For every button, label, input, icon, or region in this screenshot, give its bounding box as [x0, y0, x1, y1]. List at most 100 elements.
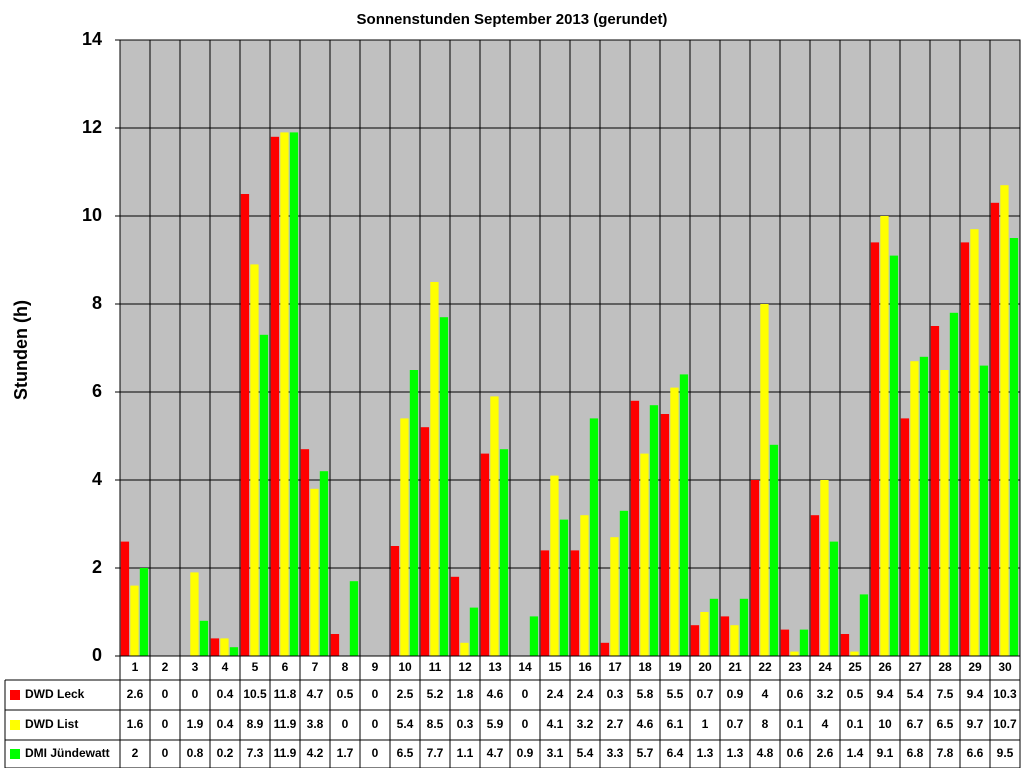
bar [490, 396, 499, 656]
bar [900, 418, 910, 656]
table-value: 0 [522, 717, 529, 731]
table-value: 10.3 [993, 687, 1017, 701]
bar [450, 576, 460, 656]
x-tick-label: 11 [429, 660, 442, 674]
bar [730, 625, 739, 656]
bar [300, 449, 310, 656]
bar [700, 612, 709, 656]
bar [240, 194, 250, 656]
bar [739, 598, 749, 656]
table-value: 11.8 [274, 687, 297, 701]
table-value: 1.9 [187, 717, 204, 731]
x-tick-label: 13 [488, 660, 502, 674]
bar [709, 598, 719, 656]
bar [940, 370, 949, 656]
bar [649, 405, 659, 656]
bar [430, 282, 439, 656]
x-tick-label: 15 [548, 660, 562, 674]
table-value: 5.5 [667, 687, 684, 701]
legend-label: DWD Leck [25, 687, 85, 701]
bar [769, 444, 779, 656]
bar [409, 370, 419, 656]
x-tick-label: 22 [758, 660, 772, 674]
table-value: 7.8 [937, 746, 954, 760]
bar [529, 616, 539, 656]
table-value: 0.4 [217, 687, 234, 701]
legend-swatch [10, 720, 20, 730]
table-value: 5.4 [397, 717, 414, 731]
bar [960, 242, 970, 656]
bar [259, 334, 269, 656]
table-value: 0 [342, 717, 349, 731]
table-value: 0.8 [187, 746, 204, 760]
table-value: 0.2 [217, 746, 234, 760]
bar [540, 550, 550, 656]
x-tick-label: 1 [132, 660, 139, 674]
bar [139, 568, 149, 656]
bar [550, 475, 559, 656]
bar [870, 242, 880, 656]
bar [619, 510, 629, 656]
chart-title: Sonnenstunden September 2013 (gerundet) [357, 11, 668, 28]
table-value: 4 [822, 717, 829, 731]
table-value: 5.7 [637, 746, 654, 760]
table-value: 0 [162, 717, 169, 731]
bar [799, 629, 809, 656]
bar [199, 620, 209, 656]
bar [570, 550, 580, 656]
table-value: 0.5 [337, 687, 354, 701]
bar [840, 634, 850, 656]
table-value: 0.4 [217, 717, 234, 731]
bar [670, 387, 679, 656]
table-value: 10 [878, 717, 892, 731]
bar [820, 480, 829, 656]
table-value: 3.1 [547, 746, 564, 760]
y-tick-label: 8 [92, 293, 102, 313]
table-value: 4.7 [487, 746, 504, 760]
plot-border [119, 39, 1021, 657]
x-tick-label: 6 [282, 660, 289, 674]
y-axis-label: Stunden (h) [11, 300, 31, 400]
x-tick-label: 16 [578, 660, 592, 674]
legend-swatch [10, 749, 20, 759]
table-value: 7.3 [247, 746, 264, 760]
table-value: 0.7 [697, 687, 714, 701]
x-tick-label: 3 [192, 660, 199, 674]
table-value: 1.8 [457, 687, 474, 701]
table-value: 0.3 [457, 717, 474, 731]
table-value: 3.3 [607, 746, 624, 760]
table-value: 6.7 [907, 717, 924, 731]
table-value: 0 [522, 687, 529, 701]
x-tick-label: 23 [788, 660, 802, 674]
table-value: 4.6 [637, 717, 654, 731]
bar [310, 488, 319, 656]
bar [330, 634, 340, 656]
bar [780, 629, 790, 656]
bar [460, 642, 469, 656]
table-value: 11.9 [274, 746, 297, 760]
bar [130, 585, 139, 656]
table-value: 8.9 [247, 717, 264, 731]
bar [750, 480, 760, 656]
bar [919, 356, 929, 656]
bar [810, 515, 820, 656]
table-value: 0.9 [517, 746, 534, 760]
table-value: 0.1 [787, 717, 804, 731]
bar [1000, 185, 1009, 656]
table-value: 0 [372, 687, 379, 701]
legend-label: DMI Jündewatt [25, 746, 110, 760]
table-value: 4 [762, 687, 769, 701]
table-value: 5.4 [907, 687, 924, 701]
y-tick-label: 12 [82, 117, 102, 137]
bar [979, 365, 989, 656]
bar [580, 515, 589, 656]
bar [120, 541, 130, 656]
table-value: 6.1 [667, 717, 684, 731]
table-value: 10.7 [993, 717, 1017, 731]
table-value: 4.2 [307, 746, 324, 760]
table-value: 1.3 [727, 746, 744, 760]
bar [889, 255, 899, 656]
bar [930, 326, 940, 656]
bar [990, 202, 1000, 657]
bar [630, 400, 640, 656]
